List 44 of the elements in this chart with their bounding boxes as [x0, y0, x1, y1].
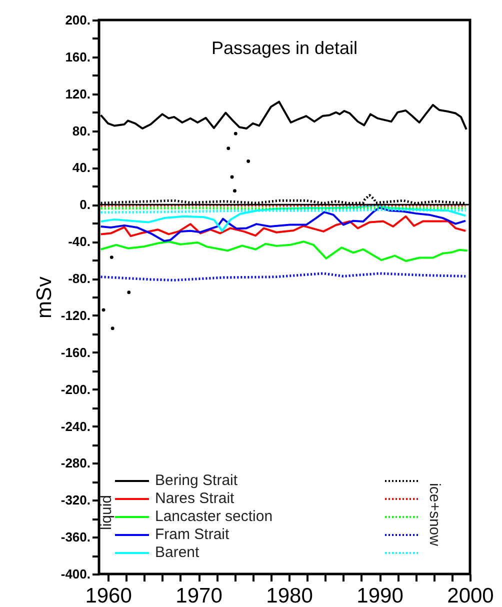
- y-tick-label: -360.: [60, 530, 90, 545]
- legend-label: Fram Strait: [155, 526, 230, 544]
- y-tick-label: 120.: [65, 86, 90, 102]
- y-tick-label: -320.: [60, 492, 90, 508]
- line-series: [100, 204, 466, 232]
- y-tick-label: -80.: [68, 271, 90, 286]
- line-series: [100, 240, 468, 262]
- line-series: [100, 272, 467, 282]
- point: [226, 146, 230, 150]
- annotation: ice+snow: [426, 483, 443, 546]
- y-tick-label: -280.: [60, 456, 90, 471]
- x-tick-label: 2000: [447, 584, 494, 607]
- legend-label: Barent: [155, 544, 200, 562]
- x-tick-label: 1970: [176, 584, 222, 607]
- point: [230, 175, 234, 179]
- x-tick-label: 1960: [85, 584, 132, 607]
- point: [127, 290, 131, 294]
- line-series: [100, 206, 466, 242]
- point: [110, 256, 114, 260]
- legend-label: Nares Strait: [155, 490, 234, 508]
- line-series: [100, 215, 466, 238]
- y-axis-title: mSv: [32, 276, 56, 318]
- point: [246, 160, 250, 163]
- y-tick-label: 160.: [65, 49, 90, 64]
- y-tick-label: -120.: [60, 308, 90, 323]
- y-tick-label: -200.: [60, 382, 90, 397]
- point: [234, 132, 238, 136]
- y-tick-label: -160.: [60, 344, 90, 360]
- x-tick-label: 1990: [356, 584, 404, 607]
- annotation: liquid: [98, 494, 116, 530]
- y-tick-label: 40.: [72, 160, 90, 176]
- y-tick-label: -400.: [60, 566, 90, 582]
- y-tick-label: 200.: [65, 12, 90, 28]
- point: [110, 326, 114, 330]
- text: Passages in detail: [211, 38, 358, 58]
- x-tick-label: 1980: [266, 584, 313, 607]
- point: [233, 189, 236, 193]
- point: [102, 308, 106, 312]
- y-tick-label: 0.: [80, 197, 90, 212]
- y-tick-label: 80.: [72, 123, 90, 138]
- legend-label: Lancaster section: [155, 508, 273, 526]
- y-tick-label: -40.: [68, 234, 90, 250]
- y-tick-label: -240.: [60, 418, 90, 434]
- legend-label: Bering Strait: [155, 472, 238, 490]
